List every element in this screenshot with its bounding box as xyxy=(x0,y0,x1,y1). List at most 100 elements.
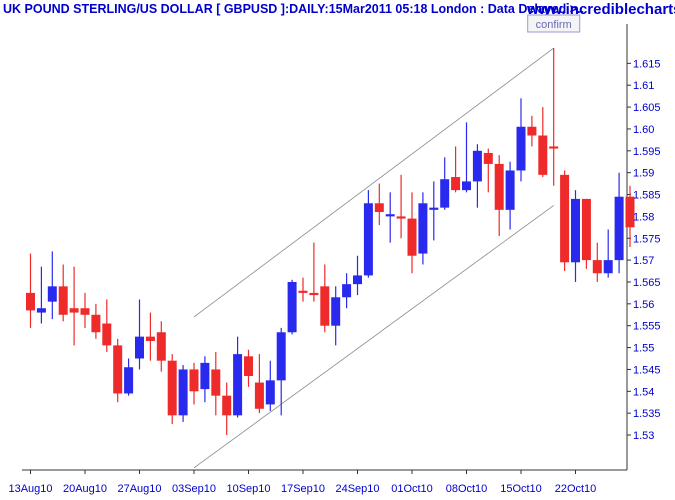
candle xyxy=(342,273,352,309)
candle-body xyxy=(167,360,177,416)
candle xyxy=(265,360,275,411)
candle-body xyxy=(113,345,123,394)
candle-body xyxy=(516,126,526,171)
candle xyxy=(167,354,177,425)
candle xyxy=(462,122,471,193)
candle xyxy=(418,192,428,265)
candle-body xyxy=(440,179,450,208)
candle xyxy=(440,157,450,210)
candle-body xyxy=(396,216,406,219)
y-tick-label: 1.56 xyxy=(633,299,654,311)
axis-layer xyxy=(22,24,631,474)
candle-body xyxy=(178,369,188,416)
candle-body xyxy=(69,308,79,313)
candle-body xyxy=(331,297,341,326)
candle xyxy=(287,279,297,335)
candle xyxy=(363,190,373,278)
trend-channel xyxy=(193,47,554,469)
candle xyxy=(233,336,243,418)
candle xyxy=(36,266,46,324)
annotation-label: confirm xyxy=(536,19,572,31)
candle-body xyxy=(353,275,362,285)
x-tick-label: 15Oct10 xyxy=(500,483,542,495)
candle xyxy=(26,253,35,328)
candle xyxy=(625,185,635,247)
candle xyxy=(47,251,57,320)
candle xyxy=(353,255,362,296)
candle-body xyxy=(47,286,57,302)
candle xyxy=(156,321,166,372)
candle-body xyxy=(462,181,471,191)
x-tick-label: 27Aug10 xyxy=(117,483,161,495)
y-tick-label: 1.555 xyxy=(633,321,661,333)
candle-body xyxy=(385,214,395,217)
candle-body xyxy=(145,336,155,342)
site-brand: www.incrediblecharts.com xyxy=(526,1,675,18)
candle-body xyxy=(222,395,232,416)
x-tick-label: 24Sep10 xyxy=(335,483,379,495)
y-tick-label: 1.59 xyxy=(633,168,654,180)
candle-body xyxy=(200,362,210,390)
candle-body xyxy=(527,126,537,136)
candle-body xyxy=(91,314,101,333)
x-tick-label: 01Oct10 xyxy=(391,483,433,495)
annotation: confirm xyxy=(527,14,581,33)
candle xyxy=(429,181,439,241)
annotation-box xyxy=(527,14,581,33)
chart-title: UK POUND STERLING/US DOLLAR [ GBPUSD ]:D… xyxy=(3,2,584,16)
y-tick-label: 1.615 xyxy=(633,58,661,70)
candle xyxy=(80,292,90,328)
candle xyxy=(603,229,613,278)
candle-body xyxy=(363,203,373,276)
candle-body xyxy=(189,369,199,392)
candle-body xyxy=(135,336,144,359)
candle xyxy=(254,354,264,414)
candle-body xyxy=(287,281,297,333)
candle xyxy=(124,358,134,396)
candle xyxy=(135,299,144,370)
candle xyxy=(244,349,253,387)
candle-body xyxy=(342,284,352,298)
candle xyxy=(396,174,406,239)
candle-body xyxy=(156,332,166,361)
candle-body xyxy=(36,308,46,313)
candle-body xyxy=(538,135,548,175)
candle-body xyxy=(254,382,264,409)
x-tick-label: 17Sep10 xyxy=(281,483,325,495)
x-tick-label: 03Sep10 xyxy=(172,483,216,495)
candle xyxy=(385,192,395,243)
y-tick-label: 1.58 xyxy=(633,211,654,223)
candle-body xyxy=(549,146,559,149)
candle-body xyxy=(625,196,635,228)
x-tick-label: 22Oct10 xyxy=(555,483,597,495)
y-tick-label: 1.55 xyxy=(633,343,654,355)
y-tick-label: 1.565 xyxy=(633,277,661,289)
y-tick-label: 1.535 xyxy=(633,408,661,420)
candle xyxy=(494,155,504,237)
candle-body xyxy=(451,177,461,191)
candle xyxy=(560,170,570,272)
candle xyxy=(483,148,493,193)
y-tick-label: 1.60 xyxy=(633,124,654,136)
candle-body xyxy=(374,203,384,213)
candle-body xyxy=(407,218,417,256)
candle-body xyxy=(211,369,221,396)
candle-body xyxy=(429,207,439,210)
candle-body xyxy=(80,308,90,315)
candle xyxy=(374,183,384,226)
candle xyxy=(320,264,330,333)
candle xyxy=(527,115,537,147)
candle xyxy=(58,264,68,322)
candle xyxy=(581,198,591,269)
candle-body xyxy=(102,323,112,346)
candle-body xyxy=(233,354,243,416)
x-tick-label: 20Aug10 xyxy=(63,483,107,495)
candle-body xyxy=(560,174,570,263)
candle-body xyxy=(320,286,330,326)
y-tick-label: 1.575 xyxy=(633,233,661,245)
candle xyxy=(211,351,221,416)
candle xyxy=(91,303,101,339)
candle xyxy=(222,382,232,436)
candle xyxy=(331,286,341,346)
